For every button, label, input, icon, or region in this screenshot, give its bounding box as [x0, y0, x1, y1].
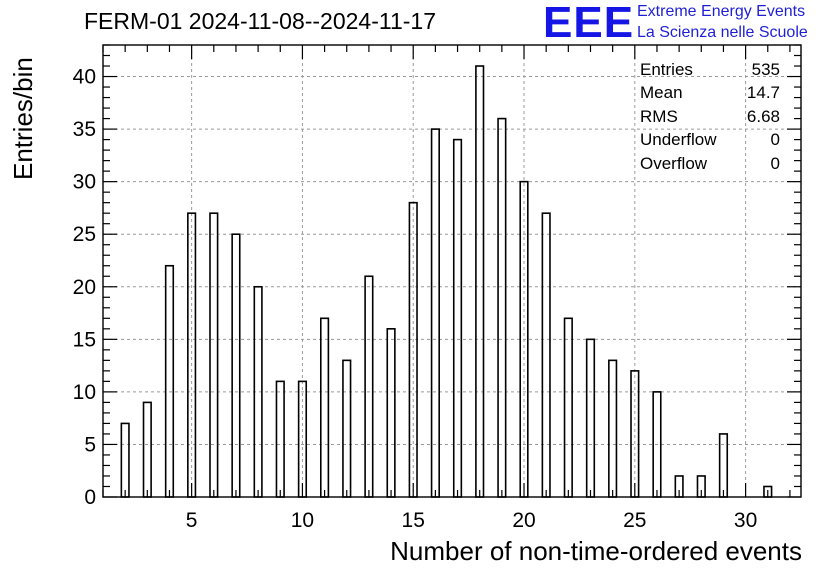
grid-lines — [103, 45, 801, 497]
histogram-bar — [563, 317, 573, 498]
histogram-bar — [718, 433, 729, 498]
plot-frame — [102, 44, 802, 498]
stat-label: Underflow — [640, 130, 717, 150]
histogram-bar — [608, 359, 618, 498]
stats-box: Entries 535 Mean 14.7 RMS 6.68 Underflow… — [640, 58, 780, 175]
histogram-bar — [364, 275, 374, 498]
y-tick-label: 15 — [73, 328, 96, 351]
y-tick-label: 25 — [73, 223, 96, 246]
y-tick-label: 5 — [84, 433, 96, 456]
x-tick-label: 5 — [186, 509, 198, 532]
histogram-bar — [541, 212, 551, 498]
histogram-bar — [231, 233, 241, 498]
y-tick-label: 40 — [73, 66, 96, 89]
x-tick-label: 30 — [734, 509, 757, 532]
stat-value: 0 — [770, 130, 780, 150]
y-tick-label: 0 — [84, 486, 96, 509]
histogram-bar — [386, 328, 396, 498]
stat-label: Mean — [640, 83, 683, 103]
histogram-bar — [430, 128, 440, 498]
histogram-bar — [497, 117, 507, 498]
logo-line-1: Extreme Energy Events — [637, 3, 806, 20]
stat-row-rms: RMS 6.68 — [640, 105, 780, 128]
x-tick-label: 25 — [623, 509, 646, 532]
y-tick-label: 30 — [73, 171, 96, 194]
x-tick-label: 15 — [402, 509, 425, 532]
histogram-bar — [452, 138, 463, 498]
chart-title: FERM-01 2024-11-08--2024-11-17 — [84, 8, 436, 34]
stat-value: 6.68 — [746, 106, 780, 126]
y-tick-label: 20 — [73, 276, 96, 299]
x-axis-label: Number of non-time-ordered events — [390, 536, 802, 566]
eee-logo: EEE — [543, 0, 635, 47]
stat-label: Overflow — [640, 153, 708, 173]
stat-label: RMS — [640, 106, 678, 126]
x-tick-label: 10 — [291, 509, 314, 532]
histogram-bar — [342, 359, 352, 498]
stat-value: 0 — [770, 153, 780, 173]
y-axis-label: Entries/bin — [8, 57, 38, 180]
stat-row-overflow: Overflow 0 — [640, 152, 780, 175]
histogram-bar — [475, 65, 485, 498]
histogram-bar — [585, 338, 596, 498]
stat-row-mean: Mean 14.7 — [640, 81, 780, 104]
axes: 5 10 15 20 25 30 0 5 10 15 20 25 30 35 40 — [73, 44, 802, 532]
histogram-bar — [142, 401, 152, 498]
stat-row-underflow: Underflow 0 — [640, 128, 780, 151]
histogram-bar — [275, 380, 285, 498]
x-tick-label: 20 — [512, 509, 535, 532]
histogram-bar — [120, 422, 130, 498]
stat-row-entries: Entries 535 — [640, 58, 780, 81]
stat-value: 14.7 — [746, 83, 780, 103]
histogram-bar — [408, 201, 418, 498]
histogram-bar — [164, 264, 175, 498]
stat-label: Entries — [640, 60, 693, 79]
histogram-bar — [319, 317, 330, 498]
stat-value: 535 — [751, 60, 780, 79]
y-tick-label: 10 — [73, 381, 96, 404]
logo-line-2: La Scienza nelle Scuole — [637, 24, 808, 41]
histogram-bar — [209, 212, 219, 498]
y-tick-label: 35 — [73, 118, 96, 141]
